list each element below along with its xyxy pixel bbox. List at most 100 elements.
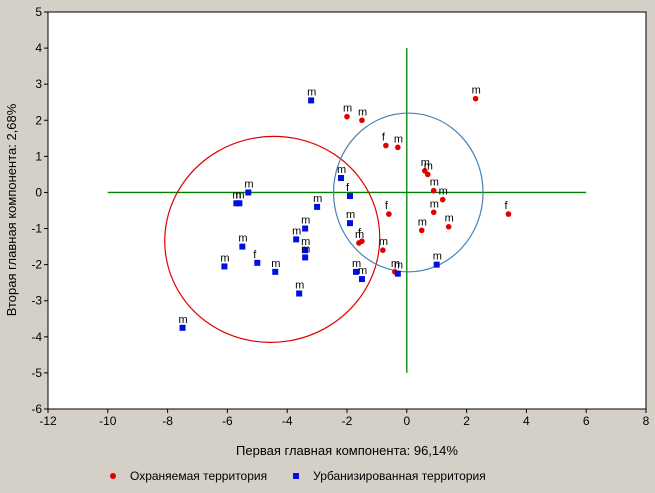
data-point-circle — [439, 196, 446, 203]
y-tick-label: -1 — [31, 222, 42, 236]
point-label: m — [244, 178, 253, 190]
x-tick-label: 6 — [583, 414, 590, 428]
data-point-square — [358, 276, 365, 283]
point-label: m — [379, 236, 388, 248]
point-label: m — [394, 133, 403, 145]
y-tick-label: 5 — [35, 5, 42, 19]
x-tick-label: -6 — [222, 414, 233, 428]
point-label: m — [271, 258, 280, 270]
point-label: m — [439, 186, 448, 198]
point-label: m — [337, 164, 346, 176]
y-tick-label: 0 — [35, 185, 42, 199]
x-tick-label: -8 — [162, 414, 173, 428]
data-point-circle — [383, 142, 389, 149]
data-point-square — [293, 236, 300, 243]
data-point-circle — [445, 223, 452, 230]
point-label: m — [307, 86, 316, 98]
point-label: m — [301, 236, 310, 248]
point-label: m — [358, 106, 367, 118]
x-tick-label: -4 — [282, 414, 293, 428]
data-point-circle — [344, 113, 350, 120]
data-point-circle — [472, 95, 479, 102]
point-label: m — [238, 233, 247, 245]
data-point-circle — [430, 187, 437, 194]
legend: Охраняемая территория Урбанизированная т… — [110, 465, 630, 487]
data-point-square — [302, 225, 309, 232]
legend-item-urban: Урбанизированная территория — [293, 469, 486, 483]
data-point-square — [233, 200, 240, 207]
data-point-square — [254, 259, 261, 266]
y-tick-label: -3 — [31, 294, 42, 308]
x-axis-title: Первая главная компонента: 96,14% — [236, 443, 458, 458]
point-label: m — [235, 189, 244, 201]
point-label: m — [430, 177, 439, 189]
point-label: m — [394, 260, 403, 272]
data-point-circle — [430, 209, 437, 216]
data-point-square — [346, 220, 353, 227]
point-label: m — [343, 103, 352, 115]
x-tick-label: -2 — [342, 414, 353, 428]
point-label: m — [179, 314, 188, 326]
data-point-square — [239, 243, 246, 250]
data-point-square — [433, 261, 440, 268]
point-label: m — [220, 252, 229, 264]
point-label: f — [253, 249, 257, 261]
point-label: m — [346, 209, 355, 221]
point-label: m — [352, 258, 361, 270]
point-label: m — [433, 251, 442, 263]
x-tick-label: 0 — [403, 414, 410, 428]
point-label: m — [301, 215, 310, 227]
data-point-circle — [356, 240, 362, 246]
legend-item-protected: Охраняемая территория — [110, 469, 267, 483]
legend-label-protected: Охраняемая территория — [130, 469, 268, 483]
point-label: m — [421, 157, 430, 169]
point-label: m — [295, 280, 304, 292]
data-point-square — [179, 324, 186, 331]
data-point-circle — [418, 227, 425, 234]
data-point-square — [245, 189, 252, 196]
point-label: m — [232, 189, 241, 201]
data-point-square — [302, 254, 309, 261]
y-tick-label: 3 — [35, 77, 42, 91]
data-point-square — [346, 193, 353, 200]
data-point-square — [308, 97, 315, 104]
point-label: m — [445, 213, 454, 225]
x-tick-label: 4 — [523, 414, 530, 428]
point-label: m — [391, 258, 400, 270]
point-label: m — [301, 243, 310, 255]
x-tick-label: -10 — [99, 414, 117, 428]
blue-square-marker-icon — [293, 473, 300, 479]
point-label: f — [358, 227, 362, 239]
confidence-ellipse-series-0 — [164, 135, 381, 343]
data-point-square — [221, 263, 228, 270]
y-tick-label: 1 — [35, 149, 42, 163]
x-tick-label: 8 — [643, 414, 650, 428]
point-label: f — [504, 200, 508, 212]
y-tick-label: -5 — [31, 366, 42, 380]
y-tick-label: -6 — [31, 402, 42, 416]
x-tick-label: -12 — [39, 414, 57, 428]
point-label: m — [424, 160, 433, 172]
confidence-ellipse-series-1 — [332, 112, 484, 273]
point-label: m — [418, 216, 427, 228]
point-label: m — [430, 198, 439, 210]
point-label: f — [382, 132, 386, 144]
point-label: m — [313, 193, 322, 205]
point-label: m — [358, 265, 367, 277]
legend-label-urban: Урбанизированная территория — [313, 469, 486, 483]
data-point-circle — [395, 144, 401, 151]
x-tick-label: 2 — [463, 414, 470, 428]
data-point-circle — [424, 171, 431, 178]
y-tick-label: 2 — [35, 113, 42, 127]
point-label: m — [355, 229, 364, 241]
y-tick-label: -4 — [31, 330, 42, 344]
data-point-square — [338, 175, 345, 182]
data-point-circle — [359, 117, 365, 124]
point-label: f — [346, 182, 350, 194]
y-axis-title: Вторая главная компонента: 2,68% — [4, 103, 19, 316]
y-tick-label: -2 — [31, 258, 42, 272]
data-point-square — [394, 270, 401, 277]
point-label: f — [385, 200, 389, 212]
data-point-square — [352, 268, 359, 275]
